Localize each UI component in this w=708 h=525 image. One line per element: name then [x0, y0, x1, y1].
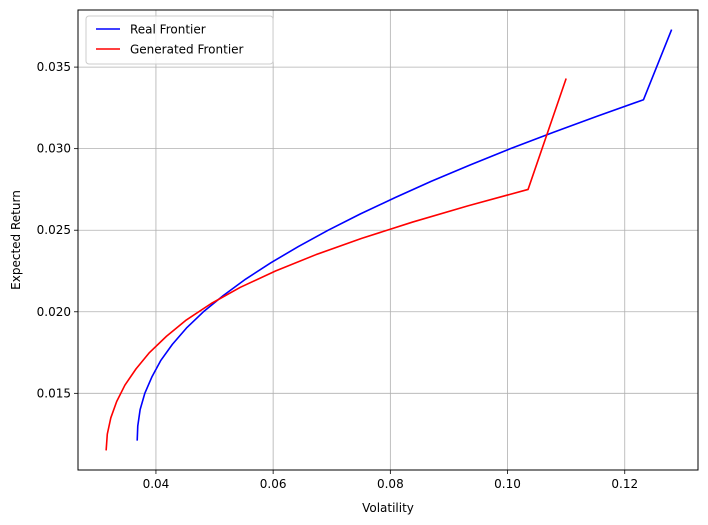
- y-tick-label: 0.030: [37, 142, 71, 156]
- x-tick-label: 0.10: [494, 477, 521, 491]
- legend-label-generated-frontier: Generated Frontier: [130, 43, 244, 57]
- plot-frame: [77, 9, 699, 471]
- series-lines: [105, 29, 673, 451]
- x-tick-label: 0.04: [143, 477, 170, 491]
- x-tick-label: 0.12: [611, 477, 638, 491]
- legend-label-real-frontier: Real Frontier: [130, 23, 206, 37]
- x-axis-label: Volatility: [362, 501, 414, 515]
- y-ticks: 0.015 0.020 0.025 0.030 0.035: [37, 60, 78, 400]
- x-tick-label: 0.08: [377, 477, 404, 491]
- x-tick-label: 0.06: [260, 477, 287, 491]
- y-tick-label: 0.035: [37, 60, 71, 74]
- grid: [78, 10, 698, 470]
- y-tick-label: 0.020: [37, 305, 71, 319]
- x-ticks: 0.04 0.06 0.08 0.10 0.12: [143, 470, 638, 491]
- y-tick-label: 0.025: [37, 223, 71, 237]
- legend: Real Frontier Generated Frontier: [85, 15, 274, 65]
- series-line-generated-frontier: [105, 78, 567, 451]
- series-line-real-frontier: [136, 29, 673, 441]
- legend-box: [85, 15, 274, 65]
- y-axis-label: Expected Return: [9, 190, 23, 290]
- y-tick-label: 0.015: [37, 386, 71, 400]
